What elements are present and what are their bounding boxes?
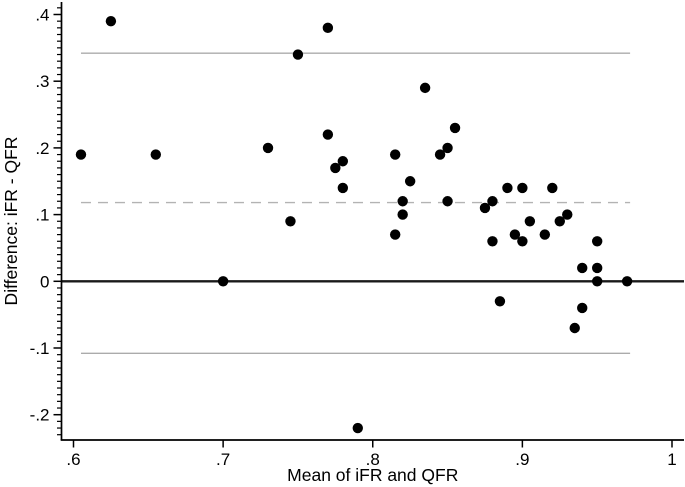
data-point [517,182,528,194]
data-point [442,196,453,207]
data-point [487,236,498,247]
data-point [322,129,334,140]
x-tick-label: .9 [515,450,529,469]
x-axis-title: Mean of iFR and QFR [287,465,458,485]
data-point [105,15,117,27]
data-point [509,229,521,240]
data-point [292,49,304,60]
data-point [494,296,506,307]
x-tick-label: .8 [366,450,380,469]
data-point [322,22,334,34]
data-point [337,156,349,167]
data-point [75,149,87,160]
data-point [404,176,416,187]
data-point [502,182,513,194]
data-point [517,236,528,247]
data-point [591,236,603,247]
data-point [524,216,536,227]
data-point [479,202,491,214]
data-point [591,276,603,287]
data-point [389,149,401,160]
data-point [562,209,573,220]
data-point [621,276,633,287]
data-point [569,322,580,334]
scatter-points [75,15,633,434]
data-point [487,196,498,207]
data-point [397,196,408,207]
data-point [547,182,558,194]
data-point [554,216,565,227]
axes [53,2,684,448]
y-tick-label: .4 [35,6,49,25]
data-point [419,82,431,94]
data-point [389,229,401,240]
x-tick-label: .7 [216,450,230,469]
data-point [285,216,296,227]
y-tick-label: -.1 [30,339,50,358]
y-axis-title: Difference: iFR - QFR [1,137,21,306]
x-tick-label: 1 [667,450,676,469]
reference-lines [61,52,684,355]
data-point [337,182,349,194]
data-point [150,149,161,160]
data-point [217,276,229,287]
data-point [539,229,551,240]
y-tick-label: 0 [40,272,49,291]
data-point [397,209,408,220]
data-point [577,302,588,314]
y-tick-label: .2 [35,139,49,158]
tick-labels: .4 .3 .2 .1 0 -.1 -.2 .6 .7 .8 .9 1 [30,6,677,470]
data-point [591,262,603,274]
data-point [330,162,341,174]
data-point [434,149,446,160]
data-point [262,142,274,154]
x-tick-label: .6 [66,450,80,469]
data-point [449,122,461,134]
y-tick-label: .3 [35,72,49,91]
y-tick-label: .1 [35,206,49,225]
y-tick-label: -.2 [30,406,50,425]
data-point [352,422,363,434]
data-point [442,142,453,154]
data-point [577,262,588,274]
